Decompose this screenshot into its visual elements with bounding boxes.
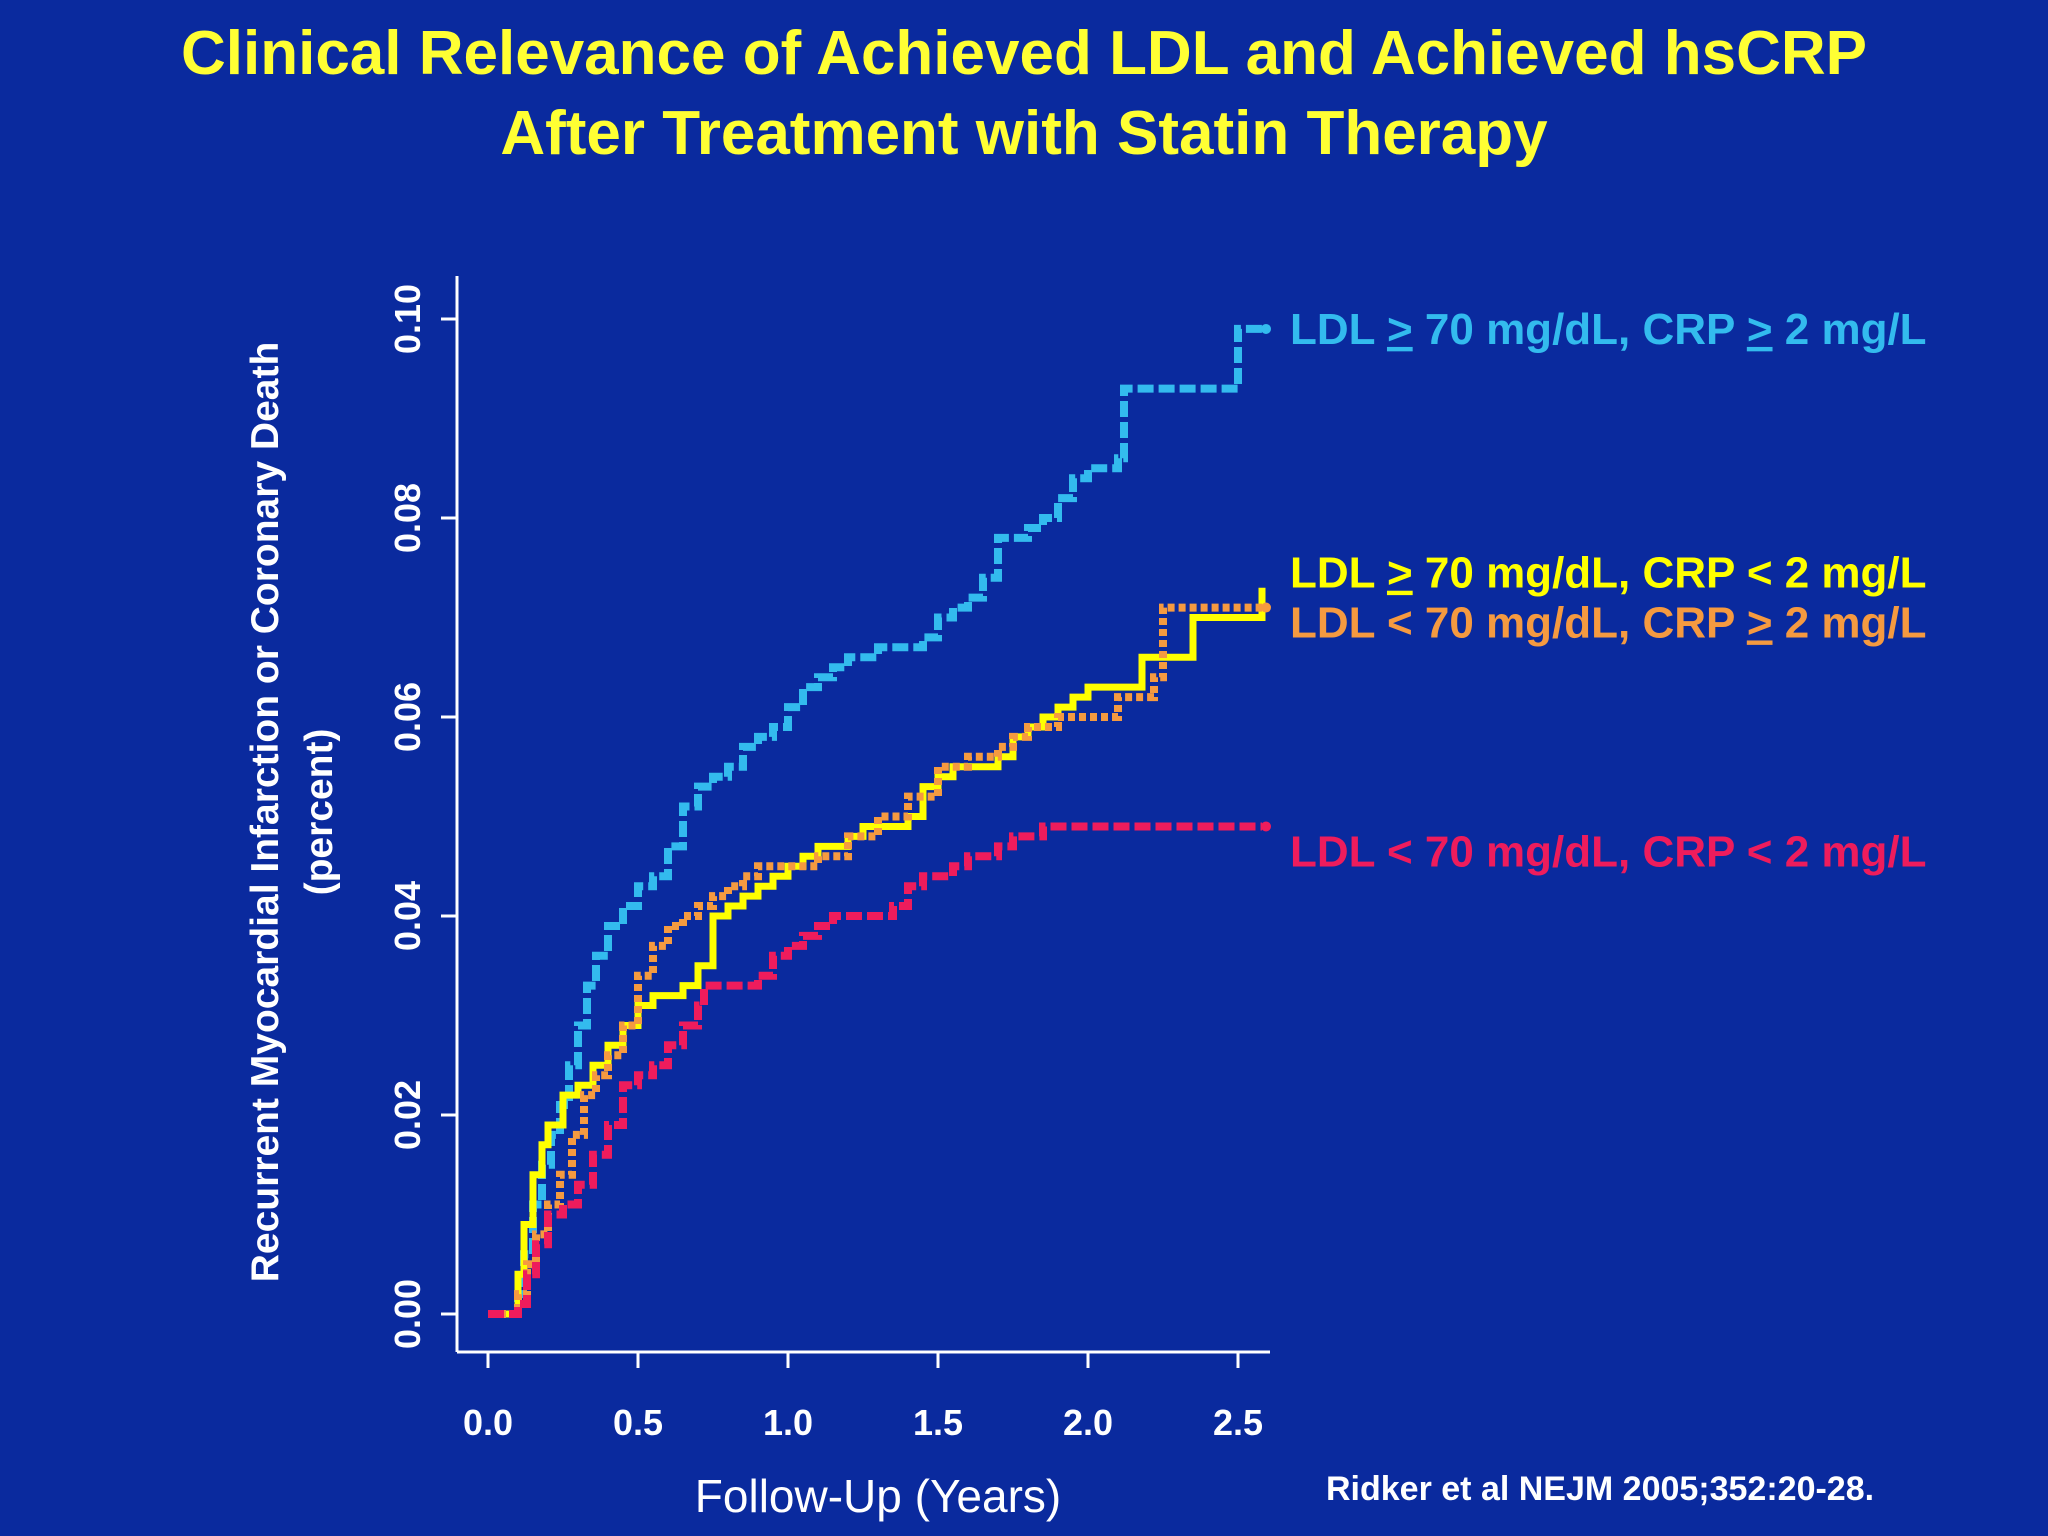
- series-label-1-part-2: >: [1387, 305, 1413, 354]
- series-lines: [488, 323, 1271, 1318]
- series-label-2: LDL > 70 mg/dL, CRP < 2 mg/L: [1290, 549, 1927, 598]
- x-axis-title: Follow-Up (Years): [695, 1470, 1061, 1522]
- y-axis-title-line-2: (percent): [298, 729, 341, 896]
- x-tick-label-4: 2.0: [1063, 1402, 1113, 1443]
- x-tick-label-1: 0.5: [613, 1402, 663, 1443]
- series-line-3: [488, 603, 1262, 1318]
- y-tick-label-2: 0.04: [387, 881, 428, 951]
- series-label-2-part-2: >: [1387, 549, 1413, 598]
- series-label-3-part-3: 2 mg/L: [1773, 598, 1927, 647]
- x-tick-label-5: 2.5: [1213, 1402, 1263, 1443]
- series-endpoint-3: [1261, 602, 1271, 613]
- series-label-4: LDL < 70 mg/dL, CRP < 2 mg/L: [1290, 827, 1927, 876]
- series-label-1-part-3: 70 mg/dL, CRP: [1413, 305, 1747, 354]
- x-tick-label-0: 0.0: [463, 1402, 513, 1443]
- series-line-1: [488, 324, 1262, 1318]
- series-label-1-part-1: LDL: [1290, 305, 1387, 354]
- axes: 0.00 0.02 0.04 0.06 0.08 0.10 0.0 0.5 1.0 1.5 2.0 2…: [244, 276, 1270, 1522]
- series-endpoint-4: [1261, 821, 1271, 832]
- series-line-2: [488, 587, 1266, 1318]
- y-tick-label-0: 0.00: [387, 1279, 428, 1349]
- series-label-3: LDL < 70 mg/dL, CRP > 2 mg/L: [1290, 598, 1927, 647]
- series-endpoint-1: [1261, 323, 1271, 334]
- x-tick-label-3: 1.5: [913, 1402, 963, 1443]
- series-line-4: [488, 822, 1262, 1318]
- series-label-4-part-1: LDL < 70 mg/dL, CRP < 2 mg/L: [1290, 827, 1927, 876]
- series-label-2-part-3: 70 mg/dL, CRP < 2 mg/L: [1413, 549, 1927, 598]
- slide-title: Clinical Relevance of Achieved LDL and A…: [0, 14, 2048, 174]
- slide-title-line-2: After Treatment with Statin Therapy: [500, 99, 1548, 168]
- series-label-3-part-1: LDL < 70 mg/dL, CRP: [1290, 598, 1747, 647]
- x-tick-label-2: 1.0: [763, 1402, 813, 1443]
- y-tick-label-4: 0.08: [387, 483, 428, 553]
- y-axis-title-line-1: Recurrent Myocardial Infarction or Coron…: [244, 342, 287, 1283]
- series-label-1-part-5: 2 mg/L: [1773, 305, 1927, 354]
- series-label-1-part-4: >: [1747, 305, 1773, 354]
- citation: Ridker et al NEJM 2005;352:20-28.: [1326, 1470, 1875, 1508]
- series-label-3-part-2: >: [1747, 598, 1773, 647]
- slide-title-line-1: Clinical Relevance of Achieved LDL and A…: [181, 19, 1867, 88]
- y-tick-label-5: 0.10: [387, 284, 428, 354]
- series-label-2-part-1: LDL: [1290, 549, 1387, 598]
- y-tick-label-3: 0.06: [387, 682, 428, 752]
- y-tick-label-1: 0.02: [387, 1080, 428, 1150]
- series-label-1: LDL > 70 mg/dL, CRP > 2 mg/L: [1290, 305, 1927, 354]
